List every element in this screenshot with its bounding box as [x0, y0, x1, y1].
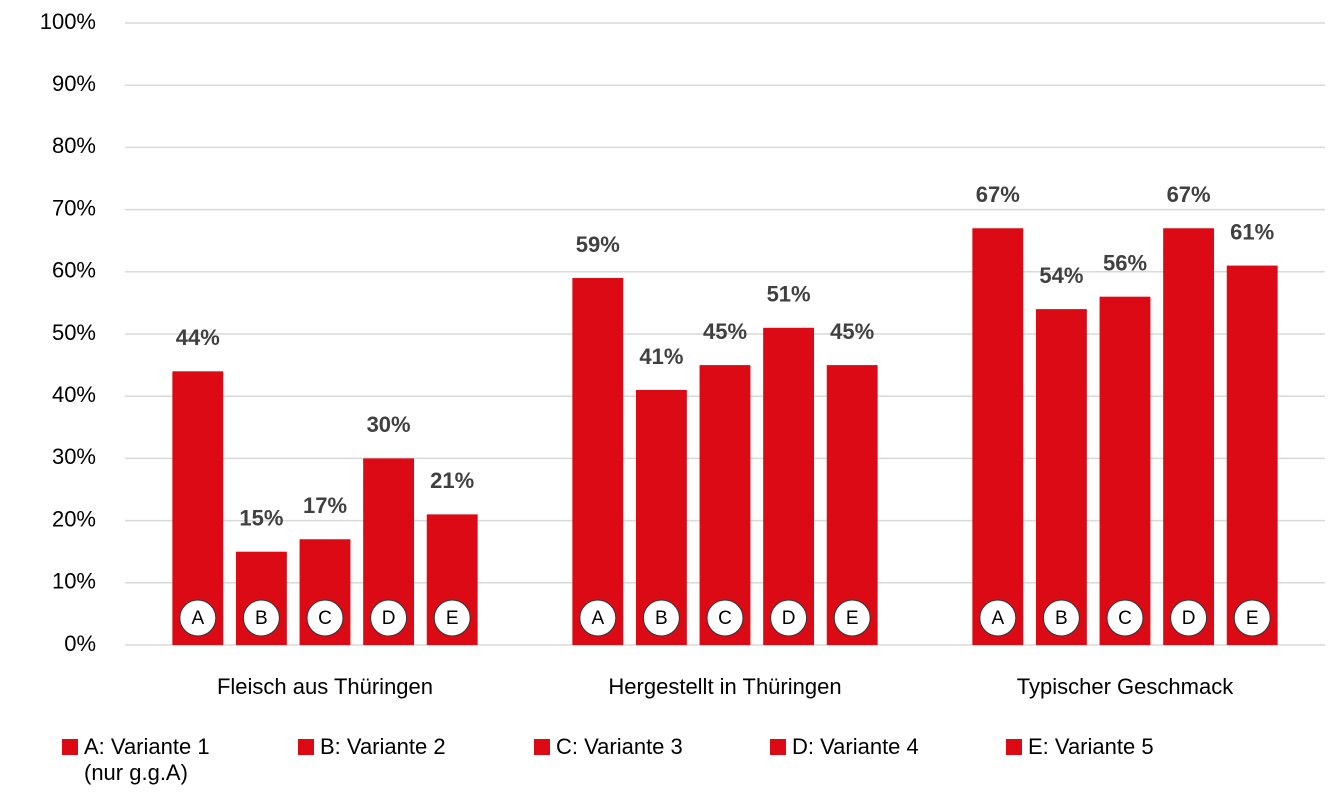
y-tick-label: 70% — [52, 195, 96, 220]
bar — [1099, 296, 1151, 645]
letter-badge — [1170, 599, 1208, 637]
letter-badge — [179, 599, 217, 637]
y-tick-label: 30% — [52, 444, 96, 469]
value-label: 59% — [576, 232, 620, 257]
letter-label: E — [1246, 608, 1259, 629]
value-label: 67% — [976, 182, 1020, 207]
legend-swatch — [298, 739, 314, 755]
x-tick-label: Typischer Geschmack — [1017, 674, 1234, 699]
letter-label: E — [446, 608, 459, 629]
letter-label: B — [655, 608, 668, 629]
value-label: 61% — [1230, 219, 1274, 244]
y-tick-label: 100% — [40, 9, 96, 34]
letter-label: A — [191, 608, 204, 629]
legend-swatch — [1006, 739, 1022, 755]
legend-swatch — [62, 739, 78, 755]
bar — [572, 278, 624, 645]
value-label: 21% — [430, 468, 474, 493]
bar — [826, 365, 878, 645]
y-tick-label: 10% — [52, 569, 96, 594]
x-tick-label: Hergestellt in Thüringen — [608, 674, 841, 699]
y-tick-label: 50% — [52, 320, 96, 345]
legend-swatch — [770, 739, 786, 755]
y-tick-label: 60% — [52, 258, 96, 283]
bar — [1226, 265, 1278, 645]
letter-badge — [370, 599, 408, 637]
value-label: 45% — [703, 319, 747, 344]
letter-badge — [770, 599, 808, 637]
value-label: 15% — [239, 506, 283, 531]
y-tick-label: 80% — [52, 133, 96, 158]
legend-item: C: Variante 3 — [534, 734, 770, 786]
letter-label: C — [318, 608, 332, 629]
value-label: 54% — [1039, 263, 1083, 288]
letter-badge — [833, 599, 871, 637]
legend-swatch — [534, 739, 550, 755]
value-label: 17% — [303, 493, 347, 518]
letter-badge — [979, 599, 1017, 637]
bar — [699, 365, 751, 645]
bar — [172, 371, 224, 645]
bar — [1163, 228, 1215, 645]
letter-label: B — [255, 608, 268, 629]
letter-label: D — [382, 608, 396, 629]
value-label: 67% — [1167, 182, 1211, 207]
letter-badge — [1233, 599, 1271, 637]
legend-label: C: Variante 3 — [556, 734, 683, 759]
letter-label: A — [991, 608, 1004, 629]
y-tick-label: 0% — [64, 631, 96, 656]
x-tick-label: Fleisch aus Thüringen — [217, 674, 433, 699]
legend-label: A: Variante 1 (nur g.g.A) — [84, 734, 210, 785]
y-tick-label: 40% — [52, 382, 96, 407]
bar — [972, 228, 1024, 645]
legend-item: A: Variante 1 (nur g.g.A) — [62, 734, 298, 786]
value-label: 56% — [1103, 250, 1147, 275]
letter-badge — [242, 599, 280, 637]
letter-label: C — [718, 608, 732, 629]
legend-label: E: Variante 5 — [1028, 734, 1154, 759]
legend-item: B: Variante 2 — [298, 734, 534, 786]
letter-badge — [306, 599, 344, 637]
letter-label: D — [1182, 608, 1196, 629]
letter-label: C — [1118, 608, 1132, 629]
letter-badge — [433, 599, 471, 637]
value-label: 45% — [830, 319, 874, 344]
legend: A: Variante 1 (nur g.g.A) B: Variante 2 C:… — [62, 734, 1242, 786]
legend-item: E: Variante 5 — [1006, 734, 1242, 786]
y-tick-label: 20% — [52, 506, 96, 531]
bar — [763, 327, 815, 645]
letter-label: E — [846, 608, 859, 629]
value-label: 41% — [639, 344, 683, 369]
value-label: 51% — [767, 282, 811, 307]
letter-label: D — [782, 608, 796, 629]
letter-badge — [1042, 599, 1080, 637]
letter-label: B — [1055, 608, 1068, 629]
letter-badge — [706, 599, 744, 637]
y-tick-label: 90% — [52, 71, 96, 96]
legend-item: D: Variante 4 — [770, 734, 1006, 786]
value-label: 44% — [176, 325, 220, 350]
letter-badge — [579, 599, 617, 637]
letter-label: A — [591, 608, 604, 629]
legend-label: D: Variante 4 — [792, 734, 919, 759]
letter-badge — [1106, 599, 1144, 637]
legend-label: B: Variante 2 — [320, 734, 446, 759]
letter-badge — [642, 599, 680, 637]
value-label: 30% — [367, 412, 411, 437]
bar — [1035, 309, 1087, 645]
